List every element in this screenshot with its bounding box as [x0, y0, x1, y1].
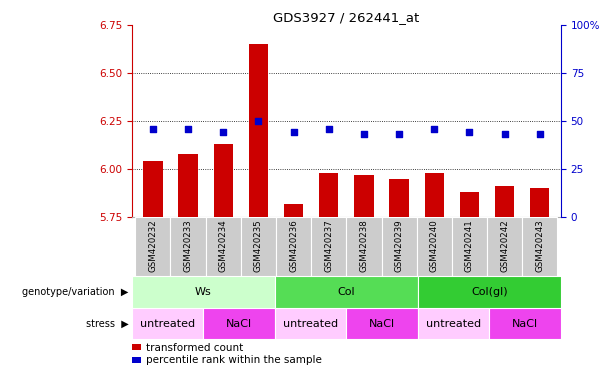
Text: GSM420243: GSM420243	[535, 219, 544, 272]
Bar	[489, 308, 561, 339]
Bar	[530, 188, 549, 217]
Point	[465, 129, 474, 136]
Bar	[460, 192, 479, 217]
Bar	[204, 308, 275, 339]
Bar	[346, 217, 381, 276]
Bar	[495, 186, 514, 217]
Text: NaCl: NaCl	[369, 319, 395, 329]
Text: percentile rank within the sample: percentile rank within the sample	[145, 355, 321, 365]
Bar	[275, 308, 346, 339]
Point	[289, 129, 299, 136]
Text: GSM420237: GSM420237	[324, 219, 333, 272]
Bar	[241, 217, 276, 276]
Point	[535, 131, 545, 137]
Bar	[354, 175, 373, 217]
Bar	[249, 44, 268, 217]
Text: GSM420236: GSM420236	[289, 219, 298, 272]
Bar	[132, 308, 204, 339]
Bar	[311, 217, 346, 276]
Point	[183, 126, 193, 132]
Text: NaCl: NaCl	[226, 319, 252, 329]
Text: Col: Col	[338, 287, 355, 297]
Bar	[319, 173, 338, 217]
Bar	[346, 308, 418, 339]
Bar	[132, 357, 141, 363]
Bar	[170, 217, 205, 276]
Bar	[178, 154, 198, 217]
Bar	[487, 217, 522, 276]
Bar	[135, 217, 170, 276]
Point	[359, 131, 369, 137]
Text: transformed count: transformed count	[145, 343, 243, 353]
Text: GSM420242: GSM420242	[500, 219, 509, 272]
Text: GSM420240: GSM420240	[430, 219, 439, 272]
Text: GSM420235: GSM420235	[254, 219, 263, 272]
Bar	[213, 144, 233, 217]
Text: GSM420238: GSM420238	[359, 219, 368, 272]
Bar	[381, 217, 417, 276]
Bar	[284, 204, 303, 217]
Text: GSM420232: GSM420232	[148, 219, 158, 272]
Bar	[452, 217, 487, 276]
Bar	[143, 161, 162, 217]
Text: untreated: untreated	[283, 319, 338, 329]
Point	[218, 129, 228, 136]
Bar	[417, 217, 452, 276]
Point	[394, 131, 404, 137]
Bar	[132, 344, 141, 350]
Bar	[418, 308, 489, 339]
Bar	[425, 173, 444, 217]
Text: GSM420241: GSM420241	[465, 219, 474, 272]
Bar	[276, 217, 311, 276]
Point	[324, 126, 333, 132]
Text: GSM420233: GSM420233	[183, 219, 192, 272]
Text: NaCl: NaCl	[512, 319, 538, 329]
Bar	[389, 179, 409, 217]
Title: GDS3927 / 262441_at: GDS3927 / 262441_at	[273, 11, 419, 24]
Text: untreated: untreated	[426, 319, 481, 329]
Point	[148, 126, 158, 132]
Bar	[522, 217, 557, 276]
Bar	[275, 276, 418, 308]
Text: Ws: Ws	[195, 287, 211, 297]
Bar	[132, 276, 275, 308]
Bar	[205, 217, 241, 276]
Text: GSM420234: GSM420234	[219, 219, 228, 272]
Text: GSM420239: GSM420239	[395, 219, 403, 272]
Point	[254, 118, 264, 124]
Text: untreated: untreated	[140, 319, 195, 329]
Point	[429, 126, 439, 132]
Text: Col(gl): Col(gl)	[471, 287, 508, 297]
Text: genotype/variation  ▶: genotype/variation ▶	[22, 287, 129, 297]
Bar	[418, 276, 561, 308]
Text: stress  ▶: stress ▶	[86, 319, 129, 329]
Point	[500, 131, 509, 137]
